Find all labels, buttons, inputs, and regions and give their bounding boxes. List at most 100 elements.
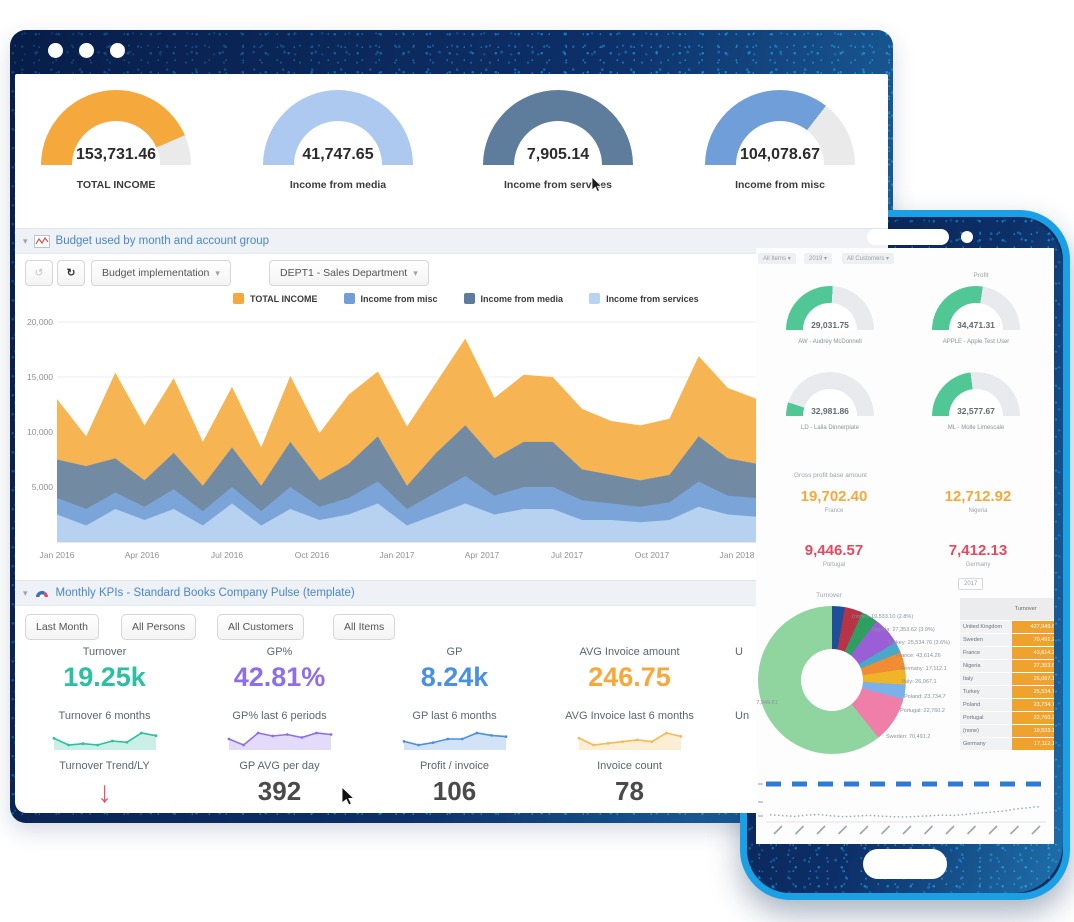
table-row[interactable]: Poland 23,734.7 <box>960 699 1054 712</box>
phone-gauge-2[interactable]: 34,471.31 0 71,694.43 APPLE - Apple Test… <box>932 286 1020 345</box>
table-row[interactable]: Nigeria 27,353.6 <box>960 660 1054 673</box>
kpi-turnover[interactable]: Turnover 19.25k <box>17 646 192 693</box>
budget-type-dropdown[interactable]: Budget implementation ▾ <box>91 260 231 286</box>
section-title[interactable]: Monthly KPIs - Standard Books Company Pu… <box>55 587 355 599</box>
kpi-invoice-count[interactable]: Invoice count 78 <box>542 760 717 807</box>
sparkline-chart <box>577 731 682 750</box>
table-row[interactable]: France 43,614.2 <box>960 647 1054 660</box>
caret-down-icon: ▾ <box>413 267 418 278</box>
phone-gauge-1[interactable]: 29,031.75 0 60,966.73 AW - Audrey McDonn… <box>786 286 874 345</box>
kpi-label: AVG Invoice amount <box>579 646 680 658</box>
browser-viewport: 153,731.46 10,000 176,650 TOTAL INCOME 4… <box>15 74 888 813</box>
x-axis-label: Jul 2016 <box>210 550 244 560</box>
kpi-avg-invoice[interactable]: AVG Invoice amount 246.75 <box>542 646 717 693</box>
year-chip[interactable]: 2017 <box>958 578 984 590</box>
legend-item[interactable]: Income from misc <box>343 293 438 304</box>
kpi-label: Turnover Trend/LY <box>59 760 150 772</box>
caret-down-icon: ▾ <box>886 256 890 262</box>
gross-profit-germany[interactable]: 7,412.13 Germany <box>948 542 1008 568</box>
table-row[interactable]: Portugal 22,760.2 <box>960 712 1054 725</box>
window-control-dot[interactable] <box>110 43 125 58</box>
gauge-value: 29,031.75 <box>811 320 849 330</box>
kpi-gp-6p[interactable]: GP% last 6 periods <box>192 710 367 752</box>
sparkline-chart <box>402 731 507 750</box>
dropdown-label: DEPT1 - Sales Department <box>280 267 408 279</box>
gauge-title: Income from services <box>504 179 612 191</box>
kpi-label: GP% <box>266 646 293 658</box>
kpi-profit-invoice[interactable]: Profit / invoice 106 <box>367 760 542 807</box>
target-line-chart[interactable] <box>758 772 1052 838</box>
y-axis-label: 10,000 <box>27 427 53 437</box>
filter-all-items[interactable]: All Items <box>333 614 396 640</box>
kpi-gp-percent[interactable]: GP% 42.81% <box>192 646 367 693</box>
kpi-turnover-trend[interactable]: Turnover Trend/LY ↓ <box>17 760 192 810</box>
gross-profit-portugal[interactable]: 9,446.57 Portugal <box>804 542 864 568</box>
kpi-gp-6m[interactable]: GP last 6 months <box>367 710 542 752</box>
gauge-income-misc[interactable]: 104,078.67 10,000 143,100 Income from mi… <box>689 90 871 191</box>
donut-title: Turnover <box>816 592 842 599</box>
phone-home-button[interactable] <box>863 849 947 879</box>
undo-button[interactable]: ↺ <box>25 260 53 286</box>
kpi-value: 42.81% <box>233 662 326 692</box>
collapse-caret-icon[interactable]: ▾ <box>23 235 28 246</box>
legend-swatch <box>343 293 355 304</box>
table-row[interactable]: Sweden 70,491.2 <box>960 634 1054 647</box>
browser-window-frame: 153,731.46 10,000 176,650 TOTAL INCOME 4… <box>10 30 893 823</box>
legend-label: Income from misc <box>360 293 438 304</box>
kpi-label: Invoice count <box>597 760 662 772</box>
section-title[interactable]: Budget used by month and account group <box>55 235 270 247</box>
x-axis-label: Jan 2017 <box>379 550 415 560</box>
gauge-value: 32,577.67 <box>957 406 995 416</box>
gauge-total-income[interactable]: 153,731.46 10,000 176,650 TOTAL INCOME <box>25 90 207 191</box>
gauge-income-services[interactable]: 7,905.14 1,000 1,700 Income from service… <box>467 90 649 191</box>
gauge-value: 34,471.31 <box>957 320 995 330</box>
phone-filter-all-items[interactable]: All Items ▾ <box>758 253 796 264</box>
kpi-gp[interactable]: GP 8.24k <box>367 646 542 693</box>
phone-gauge-4[interactable]: 32,577.67 0 72,751.43 ML - Molle Limesca… <box>932 372 1020 431</box>
refresh-button[interactable]: ↻ <box>57 260 85 286</box>
table-row[interactable]: (none) 19,533.1 <box>960 725 1054 738</box>
gauge-value: 41,747.65 <box>302 146 374 163</box>
gross-profit-france[interactable]: 19,702.40 France <box>800 488 868 514</box>
gross-profit-nigeria[interactable]: 12,712.92 Nigeria <box>944 488 1012 514</box>
donut-hole <box>801 649 863 711</box>
section-header-budget[interactable]: ▾ Budget used by month and account group <box>15 228 888 254</box>
legend-item[interactable]: TOTAL INCOME <box>233 293 318 304</box>
section-header-kpis[interactable]: ▾ Monthly KPIs - Standard Books Company … <box>15 580 888 606</box>
kpi-avg-invoice-6m[interactable]: AVG Invoice last 6 months <box>542 710 717 752</box>
kpi-label: Profit / invoice <box>419 760 490 772</box>
legend-swatch <box>233 293 244 304</box>
legend-label: Income from media <box>480 293 564 304</box>
filter-all-persons[interactable]: All Persons <box>121 614 197 640</box>
phone-filter-year[interactable]: 2019 ▾ <box>804 253 833 264</box>
kpi-truncated[interactable]: U <box>717 646 888 658</box>
donut-callout: Germany: 17,112.1 <box>900 666 947 672</box>
turnover-donut-chart[interactable] <box>758 606 906 754</box>
gauge-income-media[interactable]: 41,747.65 10,000 31,850 Income from medi… <box>247 90 429 191</box>
kpi-turnover-6m[interactable]: Turnover 6 months <box>17 710 192 752</box>
mouse-cursor-icon <box>591 176 603 193</box>
department-dropdown[interactable]: DEPT1 - Sales Department ▾ <box>269 260 429 286</box>
legend-item[interactable]: Income from services <box>589 293 699 304</box>
dropdown-label: Budget implementation <box>102 267 210 279</box>
phone-filter-all-customers[interactable]: All Customers ▾ <box>842 253 895 264</box>
table-row[interactable]: Turkey 25,534.7 <box>960 686 1054 699</box>
window-control-dot[interactable] <box>48 43 63 58</box>
table-row[interactable]: Germany 17,112.1 <box>960 738 1054 751</box>
kpi-truncated-2[interactable]: Un <box>717 710 888 722</box>
table-row[interactable]: United Kingdom 427,949.6 <box>960 621 1054 634</box>
gauge-title: ML - Molle Limescale <box>947 425 1005 431</box>
kpi-value: 78 <box>615 776 644 806</box>
kpi-label: Turnover <box>82 646 127 658</box>
legend-item[interactable]: Income from media <box>463 293 564 304</box>
filter-last-month[interactable]: Last Month <box>25 614 99 640</box>
filter-all-customers[interactable]: All Customers <box>217 614 305 640</box>
table-row[interactable]: Italy 26,067.1 <box>960 673 1054 686</box>
donut-callout: (none): 19,533.10 (2.8%) <box>852 614 914 620</box>
gauge-arc: 104,078.67 10,000 143,100 <box>705 90 855 165</box>
stacked-area-chart[interactable] <box>57 314 757 546</box>
collapse-caret-icon[interactable]: ▾ <box>23 587 28 598</box>
phone-gauge-3[interactable]: 32,981.86 30,000 73,136.70 LD - Laila Di… <box>786 372 874 431</box>
window-control-dot[interactable] <box>79 43 94 58</box>
kpi-gp-avg-day[interactable]: GP AVG per day 392 <box>192 760 367 807</box>
